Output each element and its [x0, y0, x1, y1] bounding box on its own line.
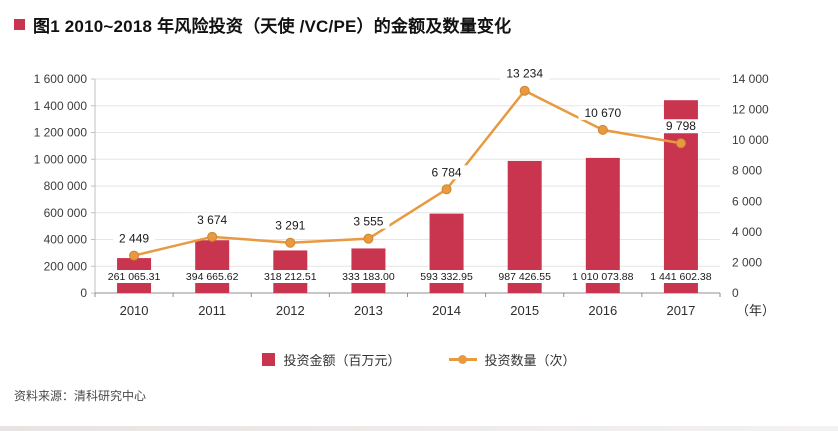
line-value-label-bg — [191, 212, 234, 227]
line-value-label: 13 234 — [506, 67, 543, 81]
line-marker — [519, 85, 530, 96]
line-value-label: 10 670 — [584, 106, 621, 120]
line-value-label: 9 798 — [666, 119, 696, 133]
bar-value-label: 318 212.51 — [264, 271, 317, 283]
line-value-label-bg — [113, 231, 156, 246]
x-axis-category-label: 2016 — [588, 303, 617, 318]
bar-value-label-bg — [179, 270, 246, 283]
line-value-label: 3 555 — [353, 215, 383, 229]
bar-value-label-bg — [335, 270, 402, 283]
x-axis-unit-label: （年） — [736, 303, 775, 318]
title-bullet-icon — [14, 19, 25, 30]
bar-value-label: 1 010 073.88 — [572, 271, 633, 283]
line-marker — [207, 231, 218, 242]
chart-area: 0 200 000 400 000 600 000 800 000 1 000 000 1 … — [0, 41, 838, 346]
line-series — [133, 89, 682, 257]
line-marker — [363, 233, 374, 244]
x-axis-category-label: 2010 — [120, 303, 149, 318]
x-axis-category-label: 2011 — [198, 303, 226, 318]
line-marker — [441, 184, 452, 195]
line-marker — [285, 237, 296, 248]
legend-label-amount: 投资金额（百万元） — [283, 353, 401, 368]
left-axis-tick-label: 200 000 — [44, 259, 88, 273]
line-marker-icon — [457, 355, 467, 364]
legend-item-amount: 投资金额（百万元） — [262, 350, 401, 369]
x-axis-category-label: 2012 — [276, 303, 305, 318]
right-axis-tick-label: 14 000 — [732, 72, 769, 86]
line-value-label: 3 291 — [275, 219, 305, 233]
bar-value-label-bg — [257, 270, 324, 283]
right-axis-tick-label: 6 000 — [732, 194, 762, 208]
bar-value-label: 593 332.95 — [420, 271, 473, 283]
right-axis-tick-label: 0 — [732, 286, 739, 300]
line-value-label-bg — [347, 214, 390, 229]
bar-value-label-bg — [563, 270, 642, 283]
right-axis-tick-label: 2 000 — [732, 255, 762, 269]
chart-title: 图1 2010~2018 年风险投资（天使 /VC/PE）的金额及数量变化 — [33, 17, 512, 36]
left-axis-tick-label: 1 000 000 — [34, 152, 88, 166]
source-note: 资料来源：清科研究中心 — [14, 389, 147, 403]
right-axis-tick-label: 8 000 — [732, 164, 762, 178]
line-value-label-bg — [269, 218, 312, 233]
combo-chart: 0 200 000 400 000 600 000 800 000 1 000 000 1 … — [34, 66, 775, 318]
line-marker — [675, 138, 686, 149]
x-axis-category-label: 2013 — [354, 303, 383, 318]
left-axis-tick-label: 1 200 000 — [34, 126, 88, 140]
bar-value-label: 333 183.00 — [342, 271, 395, 283]
line-swatch-icon — [448, 355, 477, 364]
bar-value-label-bg — [413, 270, 480, 283]
line-value-label-bg — [500, 66, 550, 81]
line-value-label: 6 784 — [432, 165, 462, 179]
bar-value-label-bg — [491, 270, 558, 283]
left-axis-tick-label: 600 000 — [44, 206, 88, 220]
left-axis-tick-label: 1 600 000 — [34, 72, 88, 86]
line-value-label: 3 674 — [197, 213, 227, 227]
line-value-label: 2 449 — [119, 232, 149, 246]
line-value-label-bg — [578, 105, 628, 120]
x-axis-category-label: 2017 — [666, 303, 695, 318]
bar-value-label-bg — [101, 270, 168, 283]
right-axis-tick-label: 10 000 — [732, 133, 769, 147]
line-value-label-bg — [659, 119, 702, 134]
bar — [195, 240, 230, 293]
bottom-strip — [0, 426, 838, 431]
left-axis-tick-label: 800 000 — [44, 179, 88, 193]
left-axis-tick-label: 1 400 000 — [34, 99, 88, 113]
x-axis-category-label: 2015 — [510, 303, 539, 318]
bar-swatch-icon — [262, 353, 276, 366]
line-value-label-bg — [425, 165, 468, 180]
left-axis-tick-label: 400 000 — [44, 233, 88, 247]
bar-value-label: 261 065.31 — [108, 271, 161, 283]
legend-item-count: 投资数量（次） — [448, 350, 576, 369]
right-axis-tick-label: 12 000 — [732, 103, 769, 117]
legend-label-count: 投资数量（次） — [484, 353, 576, 368]
left-axis-tick-label: 0 — [80, 286, 87, 300]
bar-value-label: 394 665.62 — [186, 271, 239, 283]
bar-value-label-bg — [641, 270, 720, 283]
line-marker — [597, 124, 608, 135]
chart-legend: 投资金额（百万元） 投资数量（次） — [0, 350, 838, 369]
bar-value-label: 1 441 602.38 — [650, 271, 711, 283]
right-axis-tick-label: 4 000 — [732, 225, 762, 239]
chart-header: 图1 2010~2018 年风险投资（天使 /VC/PE）的金额及数量变化 — [0, 0, 838, 39]
bar-value-label: 987 426.55 — [498, 271, 551, 283]
line-marker — [129, 250, 140, 261]
x-axis-category-label: 2014 — [432, 303, 461, 318]
